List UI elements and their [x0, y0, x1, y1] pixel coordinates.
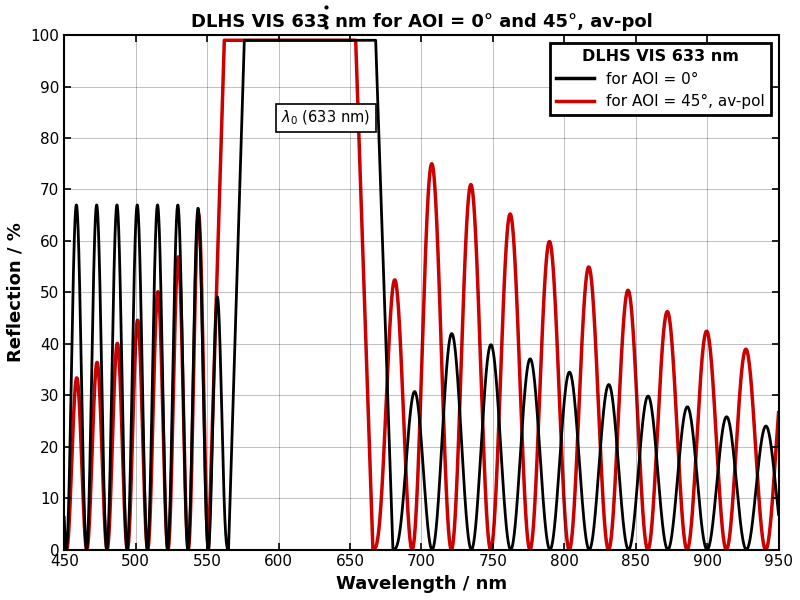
Title: DLHS VIS 633 nm for AOI = 0° and 45°, av-pol: DLHS VIS 633 nm for AOI = 0° and 45°, av…	[190, 13, 652, 31]
Y-axis label: Reflection / %: Reflection / %	[7, 223, 25, 362]
X-axis label: Wavelength / nm: Wavelength / nm	[336, 575, 507, 593]
Legend: for AOI = 0°, for AOI = 45°, av-pol: for AOI = 0°, for AOI = 45°, av-pol	[550, 43, 771, 115]
Text: $\lambda_0$ (633 nm): $\lambda_0$ (633 nm)	[282, 109, 370, 127]
